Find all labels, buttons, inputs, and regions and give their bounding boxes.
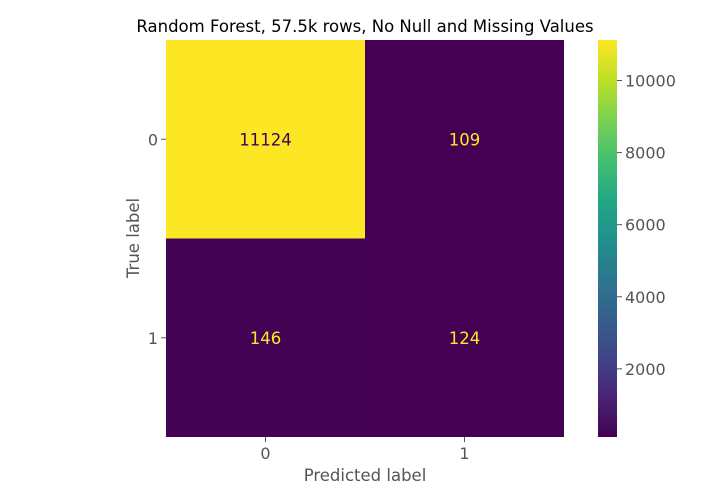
colorbar	[598, 40, 617, 437]
cell-value-label: 109	[449, 130, 481, 149]
cell-value-label: 124	[449, 329, 481, 348]
chart-title: Random Forest, 57.5k rows, No Null and M…	[136, 17, 593, 36]
heatmap-cell	[166, 238, 365, 437]
cell-value-label: 11124	[239, 130, 292, 149]
colorbar-tick-label: 8000	[625, 144, 666, 163]
heatmap-cell-labels: 11124 109 146 124	[239, 130, 480, 348]
colorbar-tick-label: 4000	[625, 288, 666, 307]
colorbar-tick-label: 2000	[625, 360, 666, 379]
y-axis-ticks: 01	[148, 130, 166, 348]
y-tick-label: 1	[148, 329, 158, 348]
colorbar-tick-label: 10000	[625, 72, 676, 91]
colorbar-tick-label: 6000	[625, 216, 666, 235]
colorbar-ticks: 2000 4000 6000 8000 10000	[617, 72, 676, 379]
x-axis-label: Predicted label	[304, 466, 427, 485]
x-tick-label: 1	[459, 444, 469, 463]
y-axis-label: True label	[124, 198, 143, 279]
heatmap-cell	[365, 238, 564, 437]
heatmap-cell	[365, 40, 564, 239]
y-tick-label: 0	[148, 130, 158, 149]
heatmap-cells	[166, 40, 564, 437]
x-tick-label: 0	[260, 444, 270, 463]
heatmap-cell	[166, 40, 365, 239]
cell-value-label: 146	[250, 329, 282, 348]
